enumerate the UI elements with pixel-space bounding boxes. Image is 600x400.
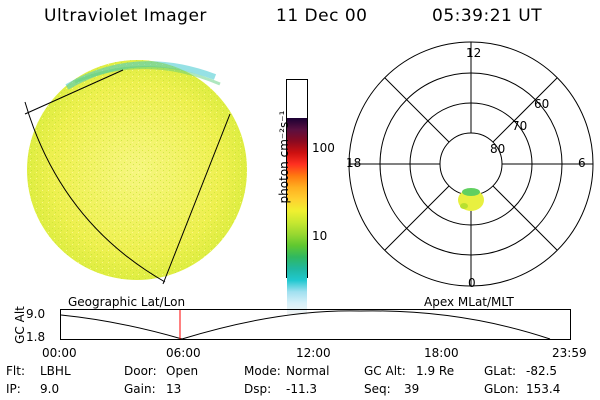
polar-label-60: 60: [534, 97, 550, 111]
colorbar-unit-label: photon cm⁻²s⁻¹: [277, 110, 291, 204]
grid-line: [24, 69, 124, 115]
timeline-xtick-0600: 06:00: [166, 346, 201, 360]
timeline-xtick-1200: 12:00: [296, 346, 331, 360]
status-seq-key: Seq:: [364, 382, 391, 396]
timeline-right-title: Apex MLat/MLT: [424, 295, 514, 309]
grid-line: [162, 113, 231, 285]
polar-label-0: 0: [468, 276, 476, 290]
status-gain-value: 13: [166, 382, 182, 396]
time-label: 05:39:21 UT: [432, 6, 543, 26]
status-dsp-value: -11.3: [286, 382, 318, 396]
polar-label-80: 80: [490, 142, 506, 156]
status-mode-value: Normal: [286, 364, 330, 378]
timeline-axis-label: GC Alt: [13, 306, 27, 344]
app-title: Ultraviolet Imager: [44, 6, 207, 26]
status-gcalt-value: 1.9 Re: [416, 364, 455, 378]
timeline-xtick-0000: 00:00: [42, 346, 77, 360]
colorbar: [286, 79, 308, 315]
altitude-curve: [60, 310, 551, 340]
polar-label-18: 18: [346, 156, 362, 170]
timeline-ytick-9: 9.0: [26, 307, 46, 321]
status-gain-key: Gain:: [124, 382, 156, 396]
status-glon-key: GLon:: [484, 382, 519, 396]
status-door-key: Door:: [124, 364, 157, 378]
auroral-spot: [458, 188, 484, 211]
status-glat-key: GLat:: [484, 364, 517, 378]
timeline-ytick-1-8: 1.8: [26, 330, 46, 344]
status-ip-value: 9.0: [40, 382, 60, 396]
status-seq-value: 39: [404, 382, 420, 396]
colorbar-tick-100: 100: [312, 141, 335, 155]
timeline-left-title: Geographic Lat/Lon: [68, 295, 186, 309]
status-dsp-key: Dsp:: [244, 382, 272, 396]
polar-plot: [348, 41, 594, 287]
status-glon-value: 153.4: [526, 382, 561, 396]
status-flt-value: LBHL: [40, 364, 71, 378]
status-door-value: Open: [166, 364, 199, 378]
polar-label-6: 6: [578, 156, 586, 170]
status-flt-key: Flt:: [6, 364, 25, 378]
status-mode-key: Mode:: [244, 364, 281, 378]
colorbar-tick-10: 10: [312, 229, 328, 243]
timeline-xtick-2359: 23:59: [552, 346, 587, 360]
status-glat-value: -82.5: [526, 364, 558, 378]
status-gcalt-key: GC Alt:: [364, 364, 406, 378]
altitude-timeline: [60, 309, 571, 340]
polar-label-12: 12: [466, 46, 482, 60]
polar-label-70: 70: [512, 119, 528, 133]
uv-image-panel: [24, 60, 247, 285]
date-label: 11 Dec 00: [276, 6, 368, 26]
status-ip-key: IP:: [6, 382, 21, 396]
timeline-xtick-1800: 18:00: [424, 346, 459, 360]
grid-line: [24, 101, 166, 283]
